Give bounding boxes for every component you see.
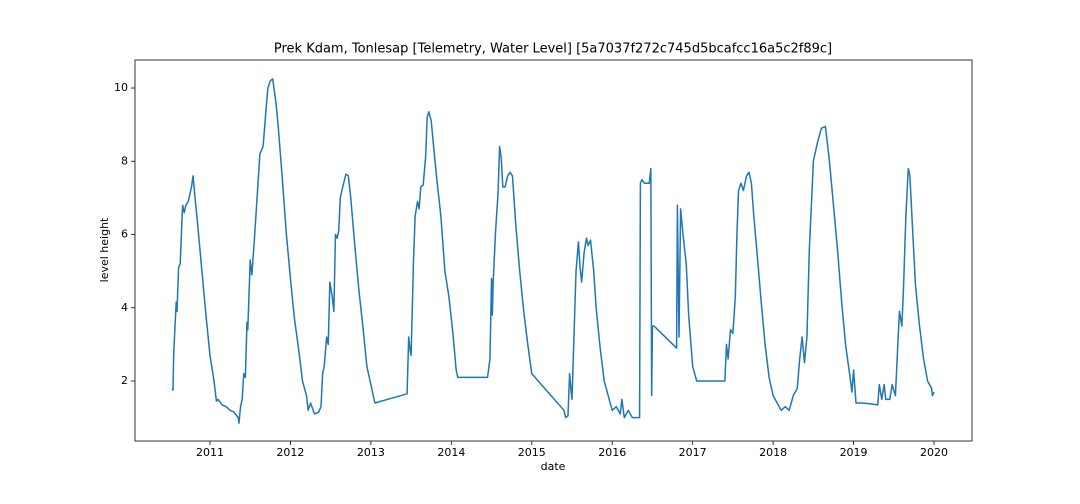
y-tick-label: 2 (121, 374, 128, 387)
x-tick-label: 2018 (759, 446, 787, 459)
x-tick-label: 2016 (598, 446, 626, 459)
x-tick-label: 2020 (920, 446, 948, 459)
x-axis-label: date (541, 460, 566, 473)
x-tick-label: 2013 (357, 446, 385, 459)
y-axis-label: level height (98, 217, 111, 282)
x-tick-label: 2015 (518, 446, 546, 459)
x-tick-label: 2014 (437, 446, 465, 459)
chart-title: Prek Kdam, Tonlesap [Telemetry, Water Le… (274, 42, 832, 57)
data-line (171, 78, 935, 424)
y-tick-label: 6 (121, 228, 128, 241)
y-tick-label: 8 (121, 154, 128, 167)
x-tick-label: 2011 (196, 446, 224, 459)
x-tick-label: 2019 (840, 446, 868, 459)
y-tick-label: 4 (121, 301, 128, 314)
x-tick-label: 2017 (679, 446, 707, 459)
x-tick-label: 2012 (276, 446, 304, 459)
y-tick-label: 10 (114, 81, 128, 94)
plot-frame (134, 59, 973, 442)
